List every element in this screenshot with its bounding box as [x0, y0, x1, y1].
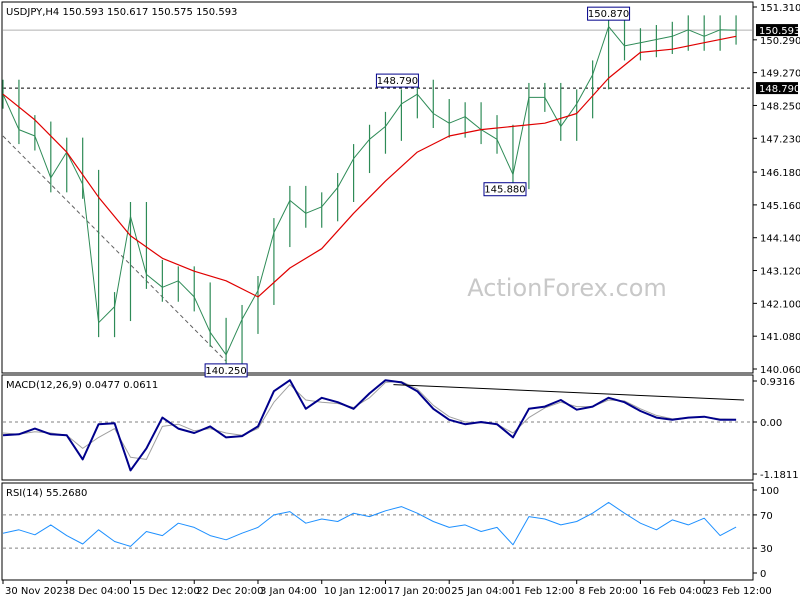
x-tick-label: 30 Nov 2023	[5, 586, 69, 597]
rsi-header: RSI(14) 55.2680	[6, 488, 87, 499]
price-tick-label: 143.120	[760, 267, 800, 278]
rsi-tick-label: 100	[760, 486, 779, 497]
price-panel-frame	[1, 1, 754, 374]
price-tick-label: 145.160	[760, 201, 800, 212]
rsi-line	[2, 501, 737, 547]
price-tick-label: 146.180	[760, 168, 800, 179]
macd-line	[2, 379, 737, 472]
price-tick-label: 140.060	[760, 365, 800, 376]
x-tick-label: 1 Feb 12:00	[515, 586, 574, 597]
rsi-tick-label: 70	[760, 511, 773, 522]
price-header: USDJPY,H4 150.593 150.617 150.575 150.59…	[6, 7, 237, 18]
x-tick-label: 3 Jan 04:00	[260, 586, 317, 597]
x-tick-label: 8 Dec 04:00	[69, 586, 130, 597]
current-price-box	[756, 24, 798, 37]
x-tick-label: 16 Feb 04:00	[642, 586, 708, 597]
price-callout-box	[587, 6, 631, 21]
macd-trendline	[393, 384, 745, 401]
current-price-label: 150.593	[759, 26, 800, 37]
watermark: ActionForex.com	[467, 274, 667, 302]
x-tick-label: 23 Feb 12:00	[706, 586, 772, 597]
moving-average-line	[2, 35, 737, 298]
price-callout-box	[204, 363, 248, 378]
x-tick-label: 8 Feb 20:00	[579, 586, 638, 597]
macd-panel: 0.9316 0.00 -1.1811	[2, 377, 799, 481]
price-close-line	[2, 26, 737, 356]
price-tick-label: 142.100	[760, 299, 800, 310]
rsi-panel-frame	[1, 482, 754, 581]
price-callout-box	[483, 182, 527, 197]
resistance-price-box	[756, 82, 798, 95]
price-tick-label: 141.080	[760, 332, 800, 343]
price-callout-label: 140.250	[205, 366, 246, 377]
price-callout-label: 150.870	[588, 9, 629, 20]
x-tick-label: 10 Jan 12:00	[324, 586, 387, 597]
rsi-tick-label: 0	[760, 569, 766, 580]
price-tick-label: 149.270	[760, 69, 800, 80]
x-tick-label: 25 Jan 04:00	[451, 586, 514, 597]
price-tick-label: 151.310	[760, 3, 800, 14]
price-callout-label: 145.880	[484, 185, 525, 196]
macd-tick-label: -1.1811	[760, 470, 799, 481]
resistance-price-label: 148.790	[759, 84, 800, 95]
price-callout-box	[375, 73, 419, 88]
macd-header: MACD(12,26,9) 0.0477 0.0611	[6, 380, 158, 391]
price-panel: 151.310 150.290 149.270 148.250 147.230 146.1…	[2, 3, 800, 378]
macd-tick-label: 0.9316	[760, 377, 795, 388]
price-callout-label: 148.790	[377, 76, 418, 87]
price-tick-label: 144.140	[760, 234, 800, 245]
x-tick-label: 15 Dec 12:00	[132, 586, 199, 597]
price-tick-label: 147.230	[760, 134, 800, 145]
macd-tick-label: 0.00	[760, 418, 782, 429]
macd-panel-frame	[1, 374, 754, 481]
rsi-panel: 100 70 30 0	[2, 486, 779, 580]
x-tick-label: 17 Jan 20:00	[387, 586, 450, 597]
price-tick-label: 150.290	[760, 36, 800, 47]
x-tick-label: 22 Dec 20:00	[196, 586, 263, 597]
price-trendline	[2, 135, 227, 362]
rsi-tick-label: 30	[760, 544, 773, 555]
price-tick-label: 148.250	[760, 101, 800, 112]
